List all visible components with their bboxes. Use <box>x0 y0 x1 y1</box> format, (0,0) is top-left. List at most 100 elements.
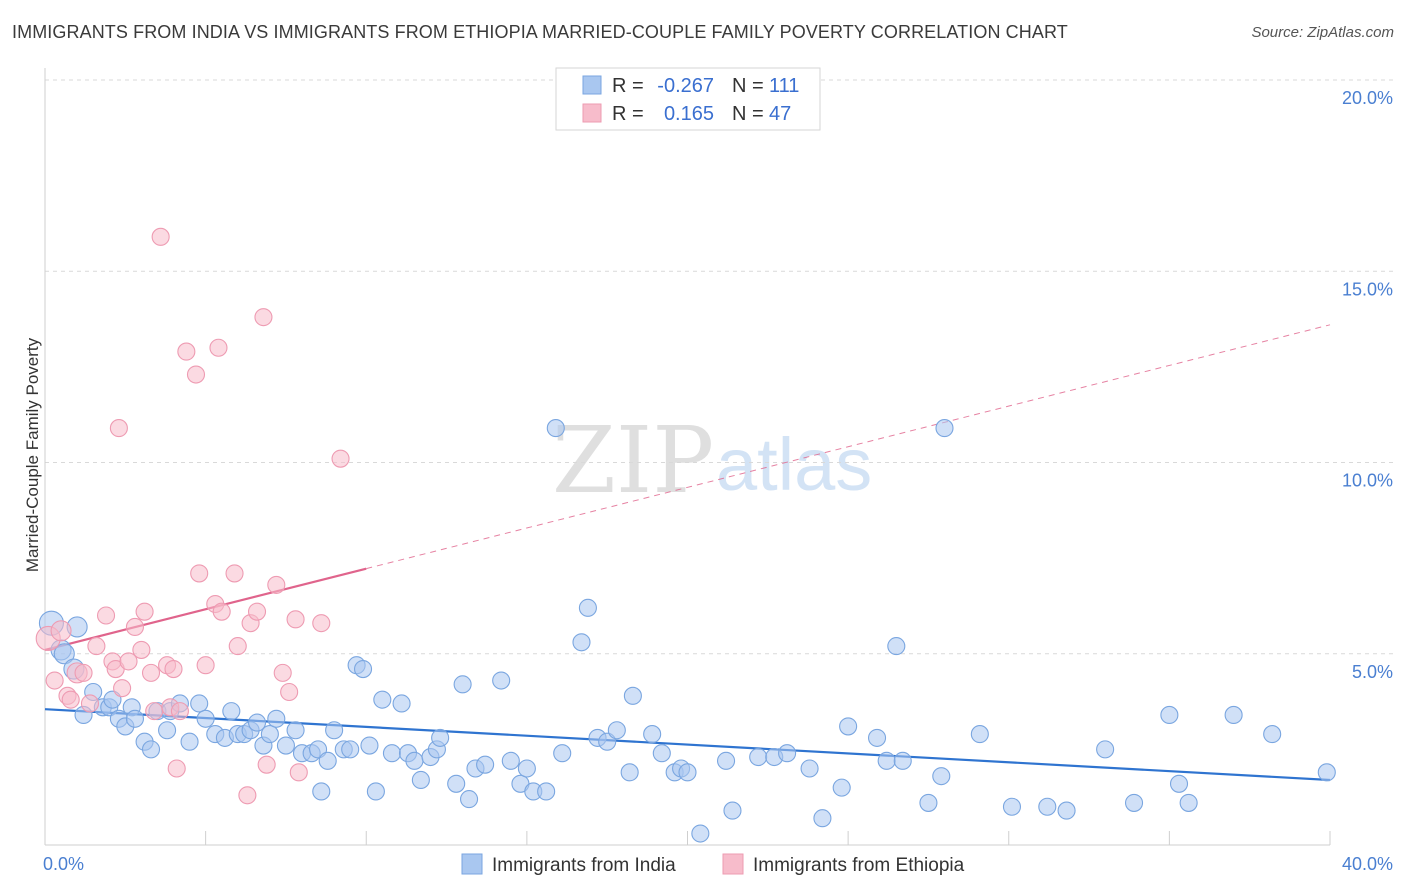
india-point-104 <box>1160 705 1179 725</box>
india-point-102 <box>1096 740 1115 759</box>
india-point-105 <box>1169 774 1189 793</box>
ethiopia-point-34 <box>228 637 247 656</box>
india-point-51 <box>405 751 424 770</box>
ethiopia-point-26 <box>177 342 196 361</box>
india-point-86 <box>778 744 797 763</box>
india-point-75 <box>623 686 642 705</box>
legend-ethiopia-n-label: N = <box>732 103 764 125</box>
ethiopia-point-19 <box>145 702 164 721</box>
india-point-82 <box>716 751 736 770</box>
india-point-34 <box>286 721 305 740</box>
ethiopia-point-37 <box>247 602 267 621</box>
ethiopia-point-6 <box>74 663 93 682</box>
india-point-98 <box>970 725 989 744</box>
ethiopia-point-41 <box>273 663 292 682</box>
ethiopia-point-23 <box>164 659 183 679</box>
india-point-32 <box>267 709 286 728</box>
bottom-legend-ethiopia-label: Immigrants from Ethiopia <box>753 855 965 876</box>
ethiopia-point-45 <box>312 614 331 633</box>
legend-india-swatch <box>582 75 602 95</box>
y-tick-label-1: 10.0% <box>1342 471 1393 491</box>
india-point-100 <box>1038 797 1057 816</box>
ethiopia-point-18 <box>141 663 161 682</box>
axes <box>44 68 1331 846</box>
legend-ethiopia-r-value: 0.165 <box>664 103 714 125</box>
india-point-39 <box>318 751 337 770</box>
india-point-95 <box>919 793 938 812</box>
india-point-66 <box>537 782 556 801</box>
y-tick-label-3: 20.0% <box>1342 88 1393 108</box>
ethiopia-point-40 <box>267 575 286 594</box>
india-point-88 <box>813 809 832 828</box>
india-point-67 <box>546 419 565 438</box>
india-point-20 <box>180 732 199 751</box>
india-point-77 <box>652 744 671 763</box>
india-point-57 <box>453 675 472 694</box>
ethiopia-point-16 <box>132 640 151 659</box>
india-point-52 <box>411 770 430 790</box>
legend-ethiopia-swatch <box>582 103 602 123</box>
india-point-101 <box>1057 801 1076 820</box>
india-point-55 <box>431 728 450 747</box>
legend-ethiopia-r-label: R = <box>612 103 644 125</box>
series-legend: Immigrants from India Immigrants from Et… <box>461 853 965 876</box>
india-point-83 <box>723 801 742 820</box>
x-tick-label-0: 0.0% <box>43 854 84 874</box>
ethiopia-point-7 <box>80 694 100 713</box>
tick-labels: 5.0% 10.0% 15.0% 20.0% 0.0% 40.0% <box>43 88 1393 874</box>
india-point-33 <box>276 736 295 755</box>
series-ethiopia-points <box>35 227 350 805</box>
ethiopia-point-44 <box>289 763 308 782</box>
india-point-94 <box>893 751 912 770</box>
india-point-80 <box>678 763 697 782</box>
india-point-61 <box>492 671 511 690</box>
ethiopia-point-39 <box>257 755 276 774</box>
india-point-17 <box>158 721 177 740</box>
ethiopia-point-43 <box>286 610 305 629</box>
india-point-21 <box>190 694 209 713</box>
ethiopia-point-31 <box>209 338 228 357</box>
ethiopia-point-17 <box>135 602 154 621</box>
watermark-zip: ZIP <box>552 407 714 514</box>
india-point-44 <box>353 659 373 679</box>
ethiopia-point-42 <box>280 682 299 702</box>
india-point-46 <box>366 782 385 801</box>
ethiopia-point-14 <box>119 652 138 671</box>
india-point-64 <box>517 759 536 778</box>
bottom-legend-india-label: Immigrants from India <box>492 855 676 876</box>
bottom-legend-india-swatch <box>461 853 483 875</box>
ethiopia-point-2 <box>50 620 72 642</box>
bottom-legend-ethiopia-swatch <box>722 853 744 875</box>
india-point-108 <box>1263 725 1282 744</box>
correlation-legend: R = -0.267 N = 111 R = 0.165 N = 47 <box>555 67 821 131</box>
ethiopia-point-32 <box>212 602 231 621</box>
india-point-92 <box>877 751 896 770</box>
india-point-73 <box>607 721 626 740</box>
legend-india-r-label: R = <box>612 75 644 97</box>
india-point-99 <box>1002 797 1022 816</box>
y-tick-label-0: 5.0% <box>1352 662 1393 682</box>
ethiopia-point-13 <box>113 679 132 698</box>
series-india-points <box>38 419 1336 843</box>
ethiopia-point-38 <box>254 308 273 327</box>
gridlines <box>45 79 1393 655</box>
ethiopia-point-25 <box>170 702 189 721</box>
source-credit: Source: ZipAtlas.com <box>1251 24 1394 41</box>
legend-india-n-label: N = <box>732 75 764 97</box>
ethiopia-point-35 <box>238 786 257 805</box>
india-point-107 <box>1224 705 1243 725</box>
ethiopia-point-4 <box>61 690 80 709</box>
trend-line-ethiopia-extension <box>366 324 1331 570</box>
india-point-89 <box>832 778 851 797</box>
india-point-62 <box>501 751 520 770</box>
legend-india-r-value: -0.267 <box>657 75 714 97</box>
india-point-74 <box>620 763 639 782</box>
india-point-45 <box>360 736 379 755</box>
y-tick-label-2: 15.0% <box>1342 279 1393 299</box>
india-point-68 <box>553 744 572 763</box>
india-point-13 <box>125 709 144 728</box>
india-point-103 <box>1124 793 1144 812</box>
y-axis-label: Married-Couple Family Poverty <box>23 337 42 572</box>
ethiopia-point-8 <box>87 637 106 656</box>
ethiopia-point-24 <box>167 759 186 778</box>
